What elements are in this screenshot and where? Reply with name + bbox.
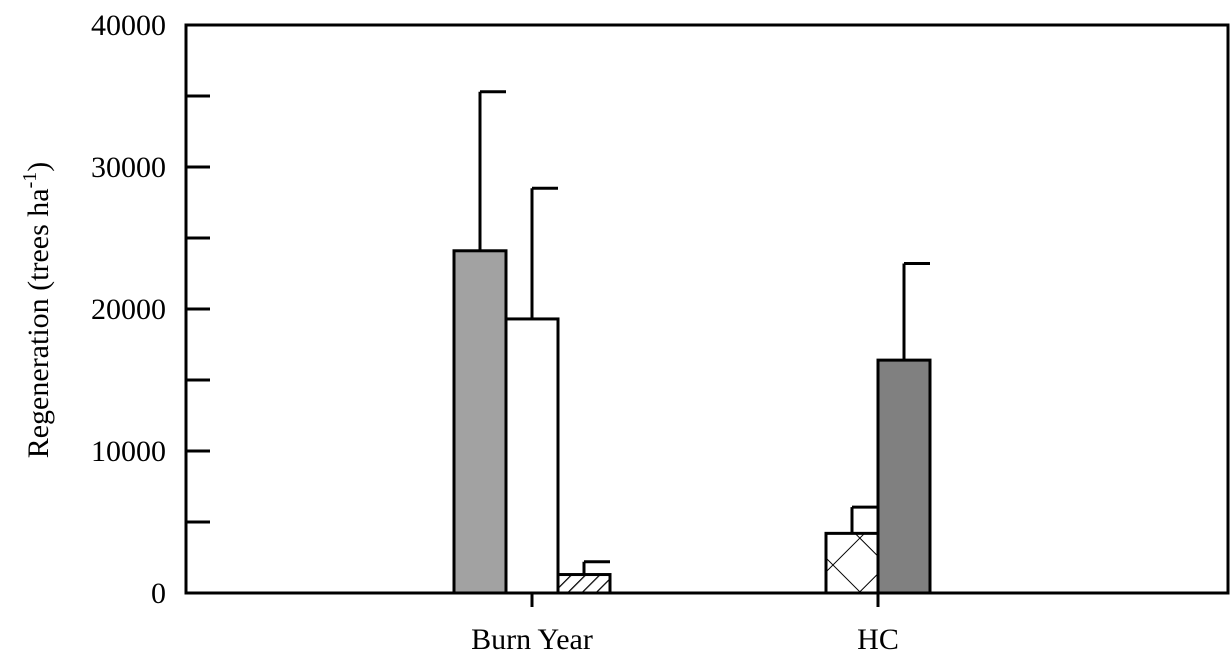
y-axis: 0 10000 20000 30000 40000 <box>91 9 210 610</box>
bar <box>876 358 932 595</box>
y-axis-title-superscript: -1 <box>19 172 41 189</box>
y-tick-label: 20000 <box>91 293 166 326</box>
bar <box>452 249 508 595</box>
y-tick-label: 10000 <box>91 435 166 468</box>
y-tick-label: 40000 <box>91 9 166 42</box>
svg-text:Regeneration (trees ha-1): Regeneration (trees ha-1) <box>19 162 55 459</box>
bar <box>556 573 612 595</box>
y-axis-title-text: Regeneration (trees ha <box>22 188 55 458</box>
bars-layer <box>452 90 932 595</box>
x-category-label: HC <box>857 623 899 656</box>
plot-frame <box>184 23 1230 595</box>
x-axis: Burn Year HC <box>471 593 899 656</box>
y-axis-title-close: ) <box>22 162 55 172</box>
y-tick-label: 30000 <box>91 151 166 184</box>
x-category-label: Burn Year <box>471 623 593 656</box>
bar <box>504 317 560 595</box>
y-axis-title: Regeneration (trees ha-1) <box>19 162 55 459</box>
y-tick-label: 0 <box>151 577 166 610</box>
bar <box>824 531 880 595</box>
